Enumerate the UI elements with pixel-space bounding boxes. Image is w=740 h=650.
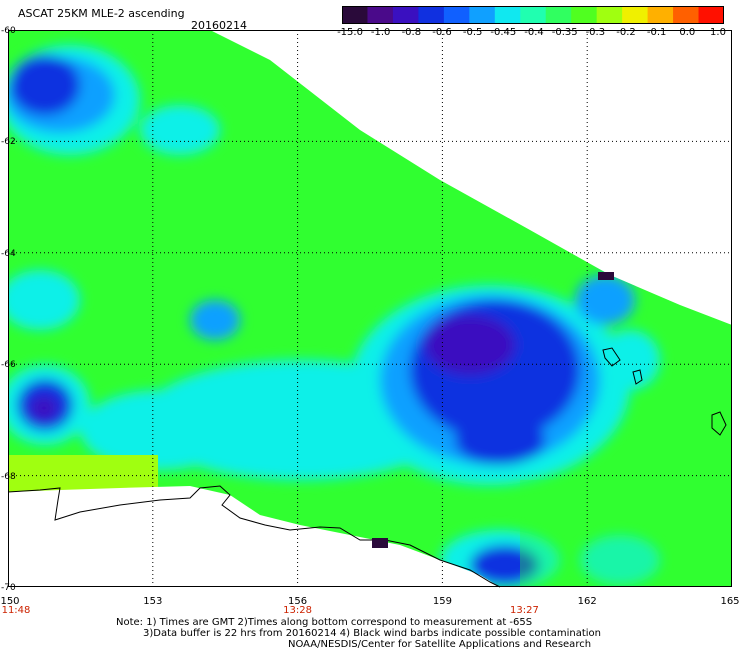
data-patch xyxy=(600,330,660,390)
land-mask xyxy=(8,486,500,587)
colorbar-tick-label: -1.0 xyxy=(370,27,391,38)
colorbar-tick-label: 1.0 xyxy=(710,27,726,38)
colorbar-segment xyxy=(367,6,394,24)
note-line-2: 3)Data buffer is 22 hrs from 20160214 4)… xyxy=(143,628,601,639)
note-line-1: Note: 1) Times are GMT 2)Times along bot… xyxy=(116,617,533,628)
colorbar-segment xyxy=(647,6,674,24)
data-patch xyxy=(10,55,80,115)
colorbar-segment xyxy=(673,6,700,24)
colorbar-segment xyxy=(571,6,598,24)
colorbar-tick-label: -0.5 xyxy=(462,27,483,38)
latitude-label: -64 xyxy=(1,248,16,259)
island-outline xyxy=(711,411,727,436)
longitude-label: 150 xyxy=(0,596,20,607)
colorbar-tick-label: -0.4 xyxy=(524,27,544,38)
map-frame xyxy=(8,30,732,587)
data-patch xyxy=(455,415,545,465)
map-title: ASCAT 25KM MLE-2 ascending xyxy=(18,7,185,20)
colorbar-tick-label: -0.45 xyxy=(490,27,517,38)
data-patch xyxy=(190,300,240,340)
data-patch xyxy=(575,275,635,325)
note-line-3: NOAA/NESDIS/Center for Satellite Applica… xyxy=(288,639,592,650)
data-patch xyxy=(580,535,660,585)
latitude-label: -60 xyxy=(1,26,16,36)
longitude-label: 162 xyxy=(577,596,597,607)
colorbar-tick-label: -0.8 xyxy=(401,27,422,38)
colorbar-segment xyxy=(622,6,649,24)
colorbar-segment xyxy=(596,6,623,24)
colorbar-segment xyxy=(520,6,547,24)
data-patch xyxy=(470,545,540,585)
colorbar-segment xyxy=(418,6,445,24)
longitude-label: 159 xyxy=(432,596,452,607)
island-outline xyxy=(632,369,643,385)
island-outline xyxy=(602,347,621,367)
longitude-label: 165 xyxy=(720,596,740,607)
lat-lon-grid xyxy=(8,30,732,587)
colorbar xyxy=(342,6,724,24)
data-patch xyxy=(140,105,220,155)
colorbar-tick-label: -0.6 xyxy=(432,27,452,38)
latitude-label: -62 xyxy=(1,137,16,148)
data-pixel xyxy=(598,272,614,280)
time-label: 11:48 xyxy=(1,605,31,616)
colorbar-tick-label: -0.2 xyxy=(616,27,636,38)
colorbar-tick-label: 0.0 xyxy=(679,27,696,38)
colorbar-segment xyxy=(443,6,470,24)
map-date: 20160214 xyxy=(191,19,247,32)
colorbar-segment xyxy=(545,6,572,24)
colorbar-segment xyxy=(342,6,368,24)
colorbar-segment xyxy=(698,6,724,24)
latitude-label: -66 xyxy=(1,360,16,371)
longitude-label: 156 xyxy=(288,596,308,607)
colorbar-border xyxy=(342,6,724,24)
data-pixel xyxy=(372,538,388,548)
data-patch xyxy=(520,480,732,587)
data-patch xyxy=(425,315,515,375)
colorbar-tick-label: -0.35 xyxy=(551,27,578,38)
latitude-label: -70 xyxy=(1,583,16,593)
colorbar-segment xyxy=(392,6,419,24)
coastline xyxy=(7,485,501,588)
time-label: 13:28 xyxy=(283,605,313,616)
data-patch xyxy=(80,390,240,470)
longitude-label: 153 xyxy=(143,596,163,607)
colorbar-tick-label: -0.1 xyxy=(646,27,667,38)
latitude-label: -68 xyxy=(1,471,16,482)
colorbar-tick-label: -0.3 xyxy=(585,27,606,38)
data-patch xyxy=(30,396,58,420)
data-patch xyxy=(8,270,80,330)
data-swath xyxy=(8,30,732,587)
colorbar-segment xyxy=(469,6,496,24)
colorbar-segment xyxy=(494,6,521,24)
time-label: 13:27 xyxy=(510,605,539,616)
colorbar-tick-label: -15.0 xyxy=(337,27,363,38)
